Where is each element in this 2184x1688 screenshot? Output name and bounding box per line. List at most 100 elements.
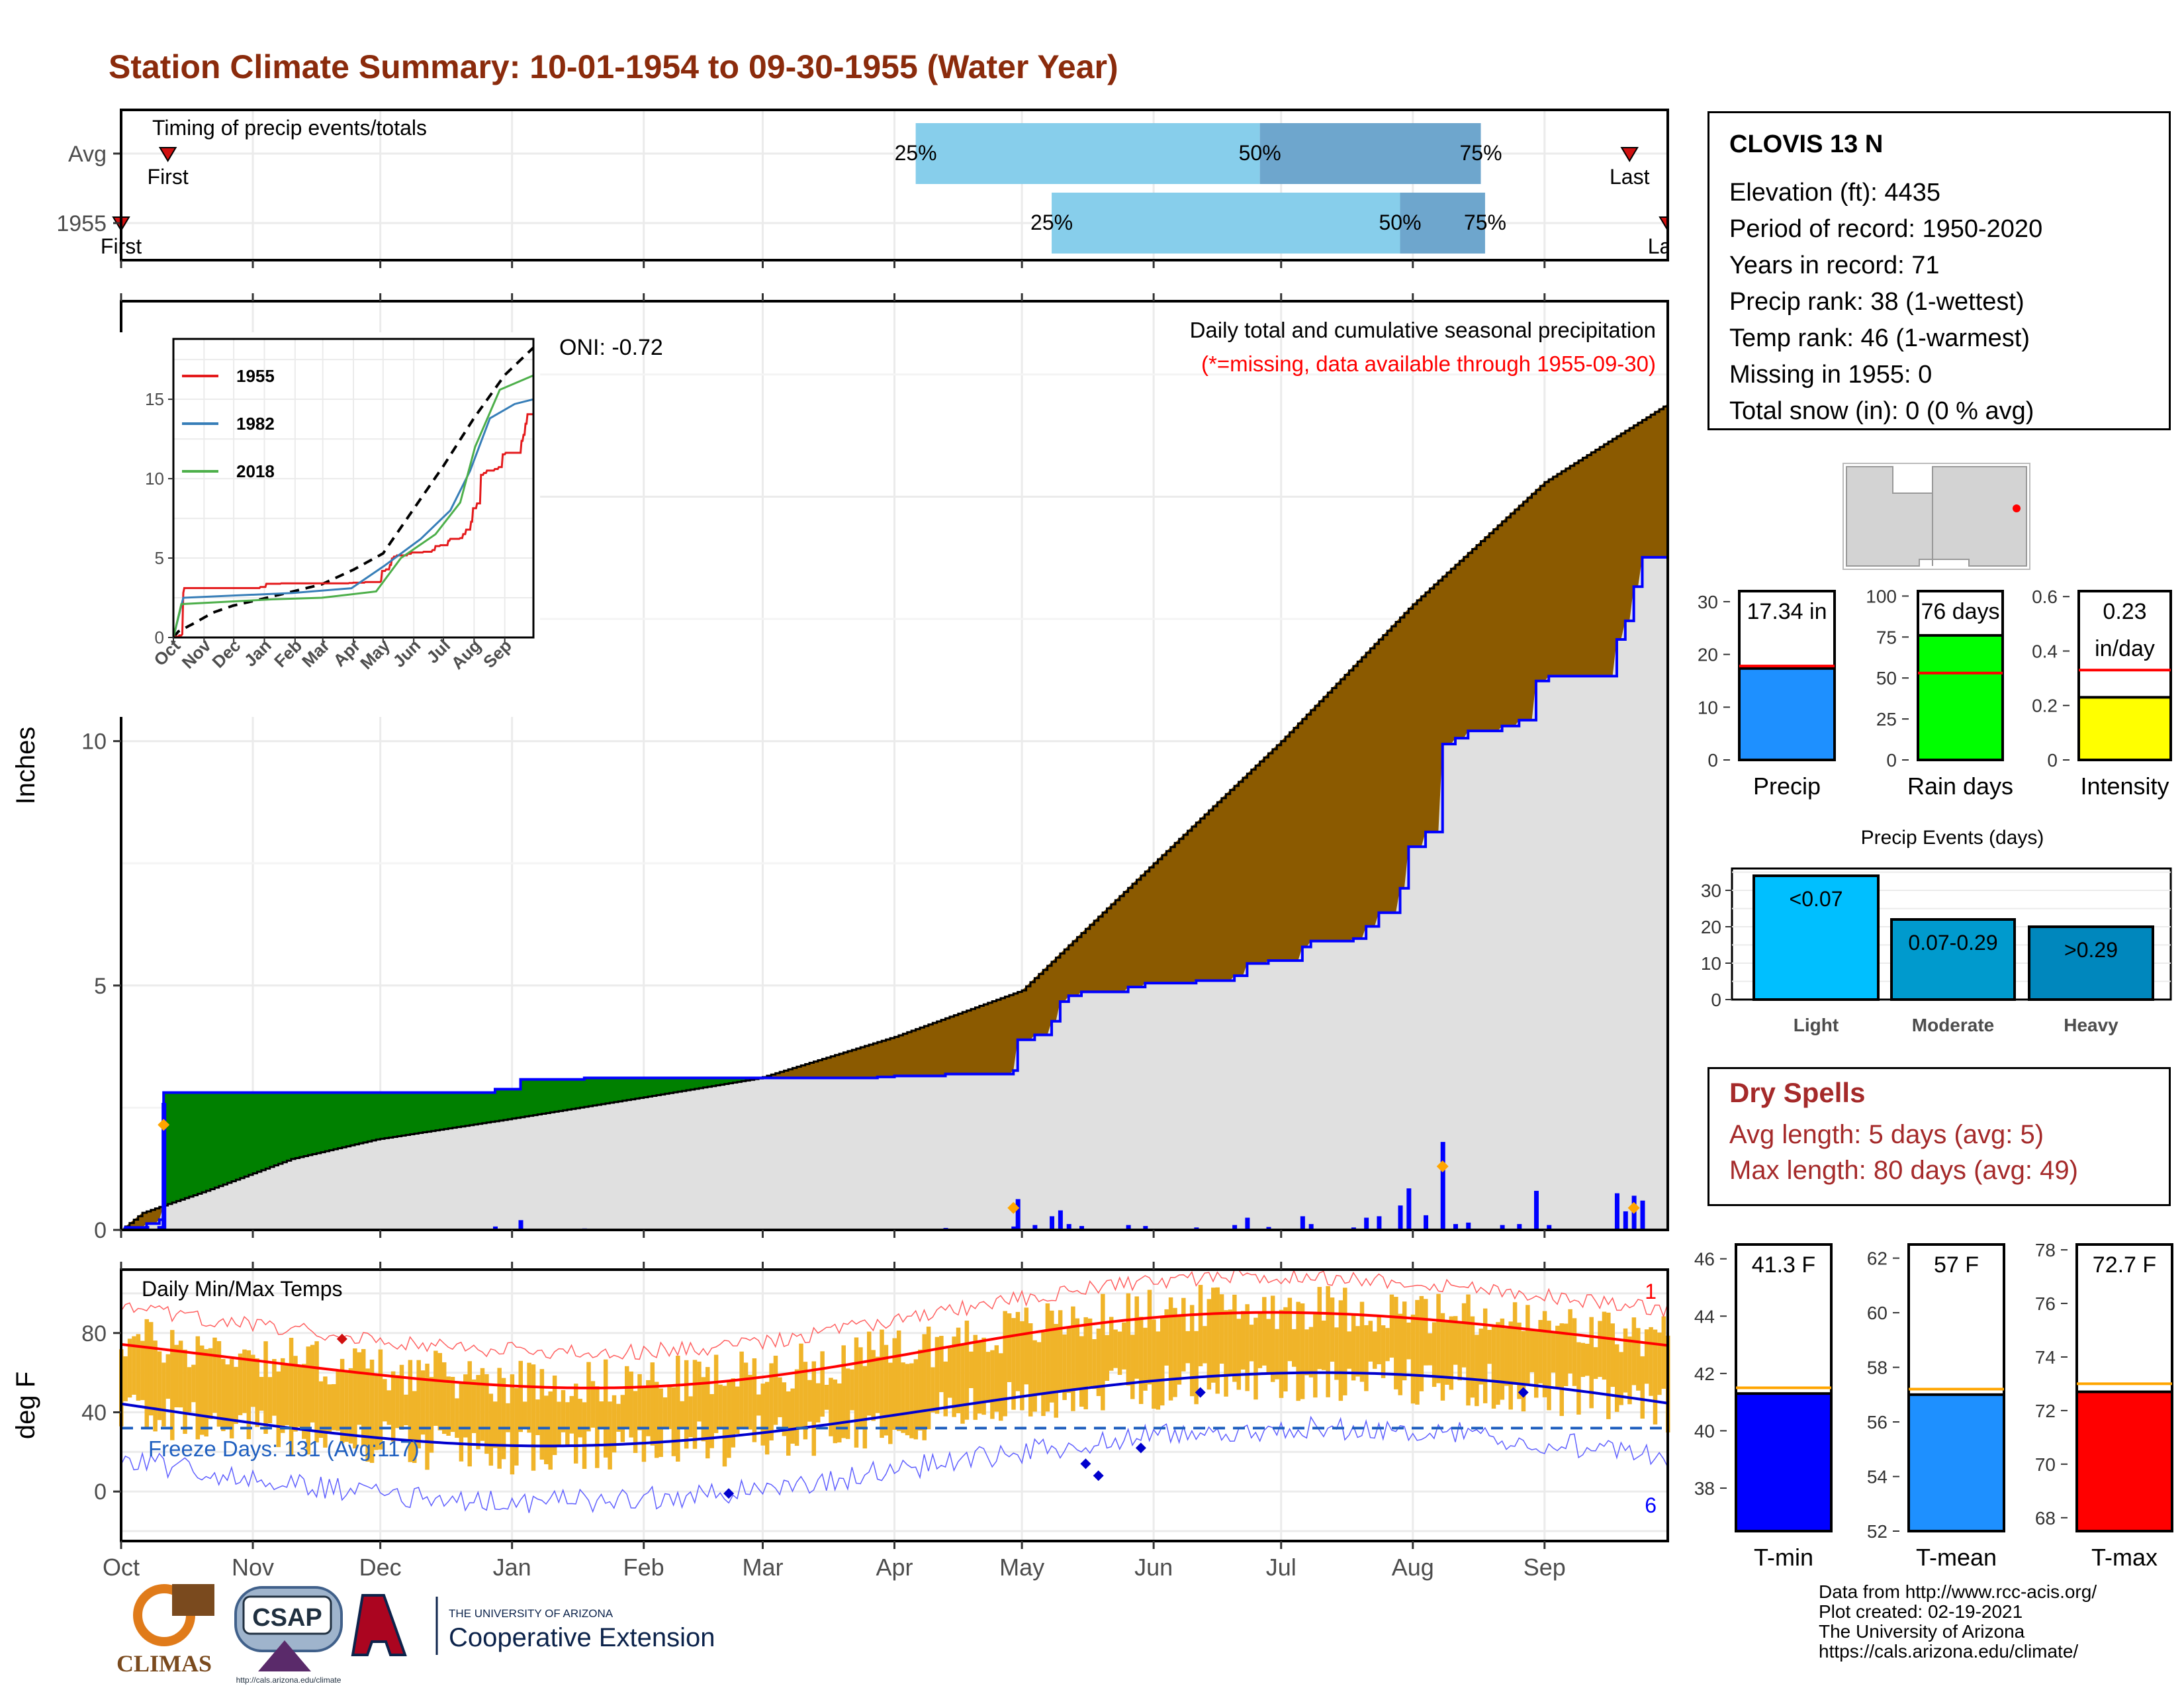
- daily-temp-bar: [285, 1364, 289, 1425]
- daily-temp-bar: [1610, 1323, 1615, 1387]
- daily-temp-bar: [654, 1382, 659, 1458]
- daily-temp-bar: [1058, 1310, 1063, 1392]
- daily-temp-bar: [332, 1383, 336, 1430]
- daily-temp-bar: [425, 1364, 430, 1470]
- daily-temp-bar: [383, 1379, 387, 1422]
- daily-temp-bar: [799, 1343, 803, 1428]
- dry-spells-max: Max length: 80 days (avg: 49): [1729, 1156, 2078, 1185]
- summary-bar-fill: [2075, 1390, 2173, 1532]
- precip-events-ytick-label: 10: [1701, 953, 1721, 974]
- daily-temp-bar: [1559, 1323, 1564, 1417]
- summary-bar-ytick-label: 78: [2035, 1240, 2056, 1260]
- timing-row-label: Avg: [68, 142, 107, 167]
- daily-temp-bar: [662, 1397, 668, 1429]
- daily-temp-bar: [136, 1334, 141, 1401]
- summary-bar-value: 41.3 F: [1752, 1252, 1815, 1278]
- heavy-day-marker: [1007, 1201, 1020, 1214]
- daily-temp-bar: [144, 1319, 150, 1429]
- daily-temp-bar: [1466, 1294, 1471, 1406]
- summary-bar-ytick-label: 46: [1694, 1249, 1715, 1270]
- month-axis-label: Mar: [742, 1554, 783, 1581]
- daily-temp-bar: [786, 1391, 791, 1456]
- timing-bar-lower: [1052, 193, 1400, 254]
- daily-temp-bar: [803, 1362, 808, 1440]
- daily-temp-bar: [1614, 1344, 1619, 1412]
- daily-temp-bar: [1079, 1336, 1084, 1407]
- summary-bar-label: T-max: [2091, 1544, 2158, 1571]
- daily-temp-bar: [1245, 1304, 1250, 1391]
- month-axis-label: Jul: [1266, 1554, 1297, 1581]
- daily-temp-bar: [1050, 1310, 1054, 1403]
- station-missing: Missing in 1955: 0: [1729, 361, 1933, 389]
- daily-temp-bar: [1147, 1289, 1152, 1385]
- daily-temp-bar: [807, 1380, 812, 1422]
- timing-p75-label: 75%: [1459, 141, 1502, 165]
- summary-bar-value: in/day: [2095, 636, 2155, 661]
- daily-temp-bar: [1215, 1287, 1220, 1394]
- daily-temp-bar: [1475, 1335, 1479, 1407]
- daily-temp-bar: [1461, 1303, 1467, 1368]
- daily-precip-bar: [492, 1226, 498, 1230]
- daily-temp-bar: [557, 1401, 561, 1445]
- daily-temp-bar: [1661, 1316, 1666, 1389]
- summary-bar-ytick-label: 76: [2035, 1293, 2056, 1314]
- summary-bar-ytick-label: 74: [2035, 1347, 2056, 1368]
- summary-bar-label: Rain days: [1907, 773, 2013, 800]
- daily-temp-bar: [599, 1401, 604, 1429]
- daily-temp-bar: [1126, 1293, 1131, 1386]
- daily-temp-bar: [471, 1379, 477, 1433]
- daily-temp-bar: [973, 1335, 978, 1420]
- daily-temp-bar: [811, 1361, 817, 1456]
- summary-bar-ytick-label: 75: [1876, 627, 1897, 647]
- daily-temp-bar: [161, 1362, 166, 1427]
- daily-temp-bar: [204, 1349, 208, 1437]
- daily-temp-bar: [1436, 1293, 1441, 1383]
- daily-temp-bar: [684, 1360, 689, 1449]
- daily-temp-bar: [1457, 1321, 1462, 1381]
- daily-temp-bar: [1533, 1329, 1539, 1398]
- daily-temp-bar: [251, 1354, 255, 1407]
- daily-precip-bar: [1015, 1199, 1021, 1230]
- daily-temp-bar: [603, 1359, 608, 1458]
- summary-bar-label: Precip: [1753, 773, 1821, 800]
- heavy-day-marker: [158, 1119, 170, 1131]
- daily-temp-bar: [896, 1330, 901, 1431]
- daily-temp-bar: [195, 1336, 201, 1440]
- daily-temp-bar: [255, 1358, 259, 1427]
- daily-temp-bar: [170, 1330, 175, 1440]
- daily-precip-bar: [1500, 1225, 1505, 1230]
- daily-precip-bar: [1079, 1226, 1084, 1230]
- daily-temp-bar: [174, 1344, 179, 1408]
- inset-ytick-label: 15: [145, 389, 164, 409]
- daily-temp-bar: [875, 1356, 880, 1413]
- daily-temp-bar: [1275, 1329, 1279, 1380]
- normal-min-line: [120, 1371, 1668, 1448]
- daily-temp-bar: [1177, 1316, 1182, 1385]
- daily-temp-bar: [815, 1383, 821, 1423]
- daily-temp-bar: [892, 1338, 897, 1430]
- daily-temp-bar: [1542, 1311, 1547, 1397]
- daily-temp-bar: [743, 1362, 749, 1428]
- daily-precip-bar: [144, 1226, 150, 1230]
- daily-temp-bar: [667, 1386, 672, 1429]
- daily-temp-bar: [178, 1340, 183, 1408]
- daily-temp-bar: [501, 1378, 506, 1460]
- heavy-day-marker: [1436, 1160, 1449, 1173]
- daily-temp-bar: [1355, 1326, 1360, 1377]
- summary-bar-ytick-label: 0.6: [2032, 586, 2058, 607]
- daily-temp-bar: [705, 1367, 710, 1459]
- inset-average-line: [172, 346, 535, 639]
- daily-precip-bar: [1377, 1216, 1382, 1230]
- daily-temp-bar: [1300, 1303, 1305, 1399]
- daily-temp-bar: [1572, 1318, 1577, 1386]
- daily-temp-bar: [387, 1390, 391, 1425]
- heavy-day-marker: [1627, 1201, 1640, 1214]
- inset-legend-label: 1982: [236, 414, 275, 434]
- daily-temp-bar: [1449, 1316, 1454, 1390]
- summary-bar-value: 76 days: [1921, 599, 1999, 624]
- record-temp-marker: [1080, 1458, 1091, 1470]
- csap-logo-text: CSAP: [252, 1604, 322, 1632]
- daily-temp-bar: [926, 1327, 931, 1430]
- precip-events-ytick-label: 30: [1701, 880, 1721, 901]
- summary-bar-ytick-label: 40: [1694, 1421, 1715, 1441]
